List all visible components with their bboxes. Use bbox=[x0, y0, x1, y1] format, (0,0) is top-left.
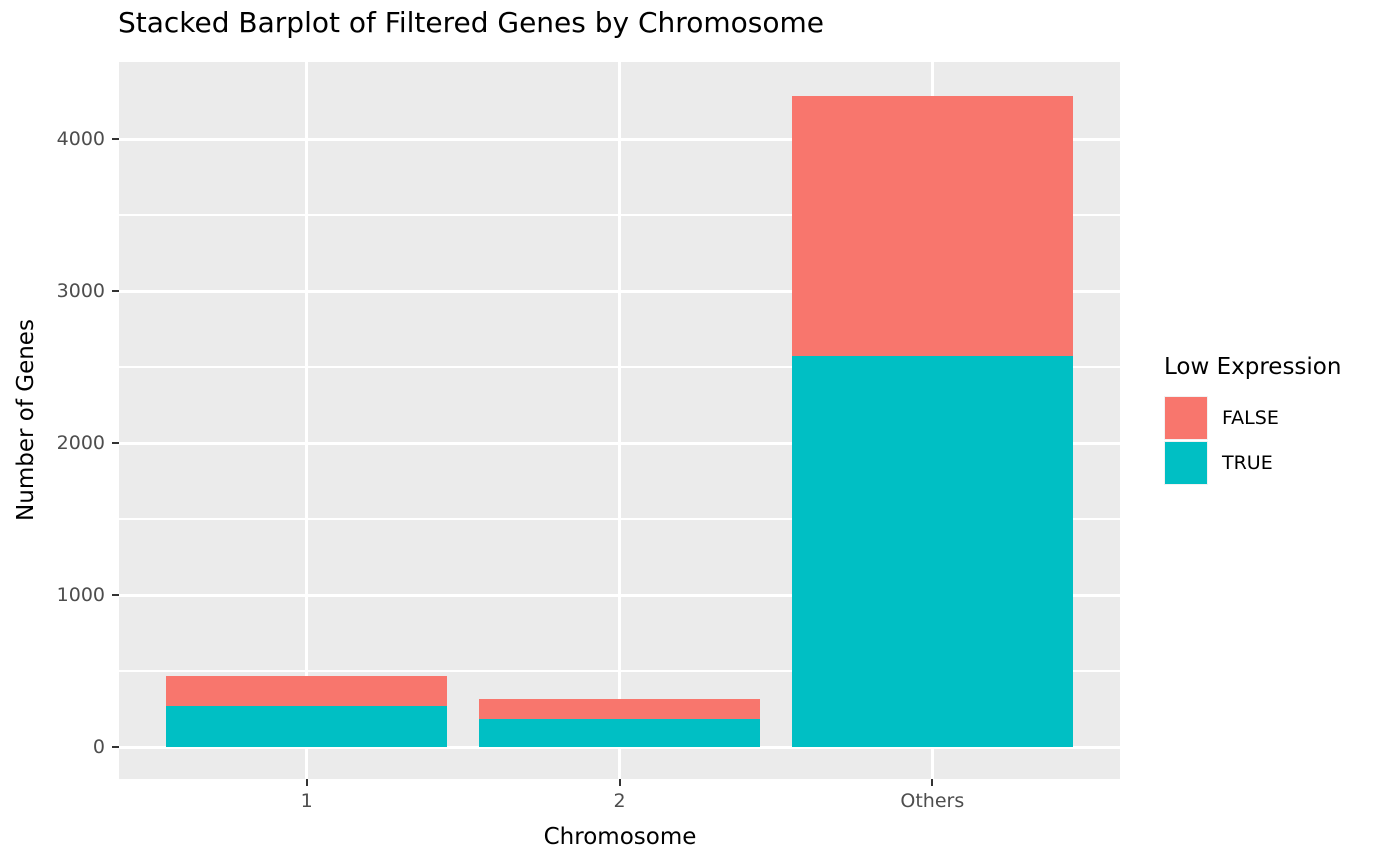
plot-panel bbox=[119, 62, 1120, 779]
chart-title: Stacked Barplot of Filtered Genes by Chr… bbox=[118, 6, 824, 39]
legend-swatch-false bbox=[1165, 397, 1207, 439]
bar-Others-true bbox=[791, 356, 1074, 747]
bar-1-true bbox=[165, 705, 448, 747]
x-tick-label-2: 2 bbox=[613, 790, 626, 812]
legend-swatch-true bbox=[1165, 442, 1207, 484]
y-tick-mark-3000 bbox=[112, 290, 119, 292]
x-axis-title: Chromosome bbox=[543, 824, 697, 850]
y-tick-mark-2000 bbox=[112, 442, 119, 444]
y-axis-title: Number of Genes bbox=[13, 319, 39, 521]
legend-label-false: FALSE bbox=[1222, 407, 1279, 429]
gridline-category-1 bbox=[305, 62, 309, 779]
y-tick-label-0: 0 bbox=[92, 736, 105, 758]
x-tick-label-1: 1 bbox=[300, 790, 313, 812]
legend-label-true: TRUE bbox=[1222, 452, 1273, 474]
legend-title: Low Expression bbox=[1164, 354, 1342, 380]
bar-Others-false bbox=[791, 96, 1074, 357]
legend-key-background bbox=[1164, 441, 1208, 485]
y-tick-mark-0 bbox=[112, 746, 119, 748]
bar-2-true bbox=[478, 718, 761, 747]
legend: Low Expression FALSE TRUE bbox=[1164, 354, 1341, 486]
legend-entry-true: TRUE bbox=[1164, 441, 1341, 485]
x-tick-label-Others: Others bbox=[900, 790, 965, 812]
y-tick-label-1000: 1000 bbox=[56, 584, 105, 606]
legend-key-background bbox=[1164, 396, 1208, 440]
x-tick-mark-1 bbox=[305, 779, 308, 786]
y-tick-mark-1000 bbox=[112, 594, 119, 596]
y-tick-label-2000: 2000 bbox=[56, 432, 105, 454]
gridline-category-2 bbox=[618, 62, 621, 779]
y-tick-label-4000: 4000 bbox=[56, 128, 105, 150]
y-tick-label-3000: 3000 bbox=[56, 280, 105, 302]
bar-2-false bbox=[478, 699, 761, 719]
x-tick-mark-Others bbox=[931, 779, 934, 786]
legend-keys: FALSE TRUE bbox=[1164, 396, 1341, 485]
x-tick-mark-2 bbox=[618, 779, 621, 786]
bar-1-false bbox=[165, 675, 448, 706]
legend-entry-false: FALSE bbox=[1164, 396, 1341, 440]
y-tick-mark-4000 bbox=[112, 138, 119, 140]
